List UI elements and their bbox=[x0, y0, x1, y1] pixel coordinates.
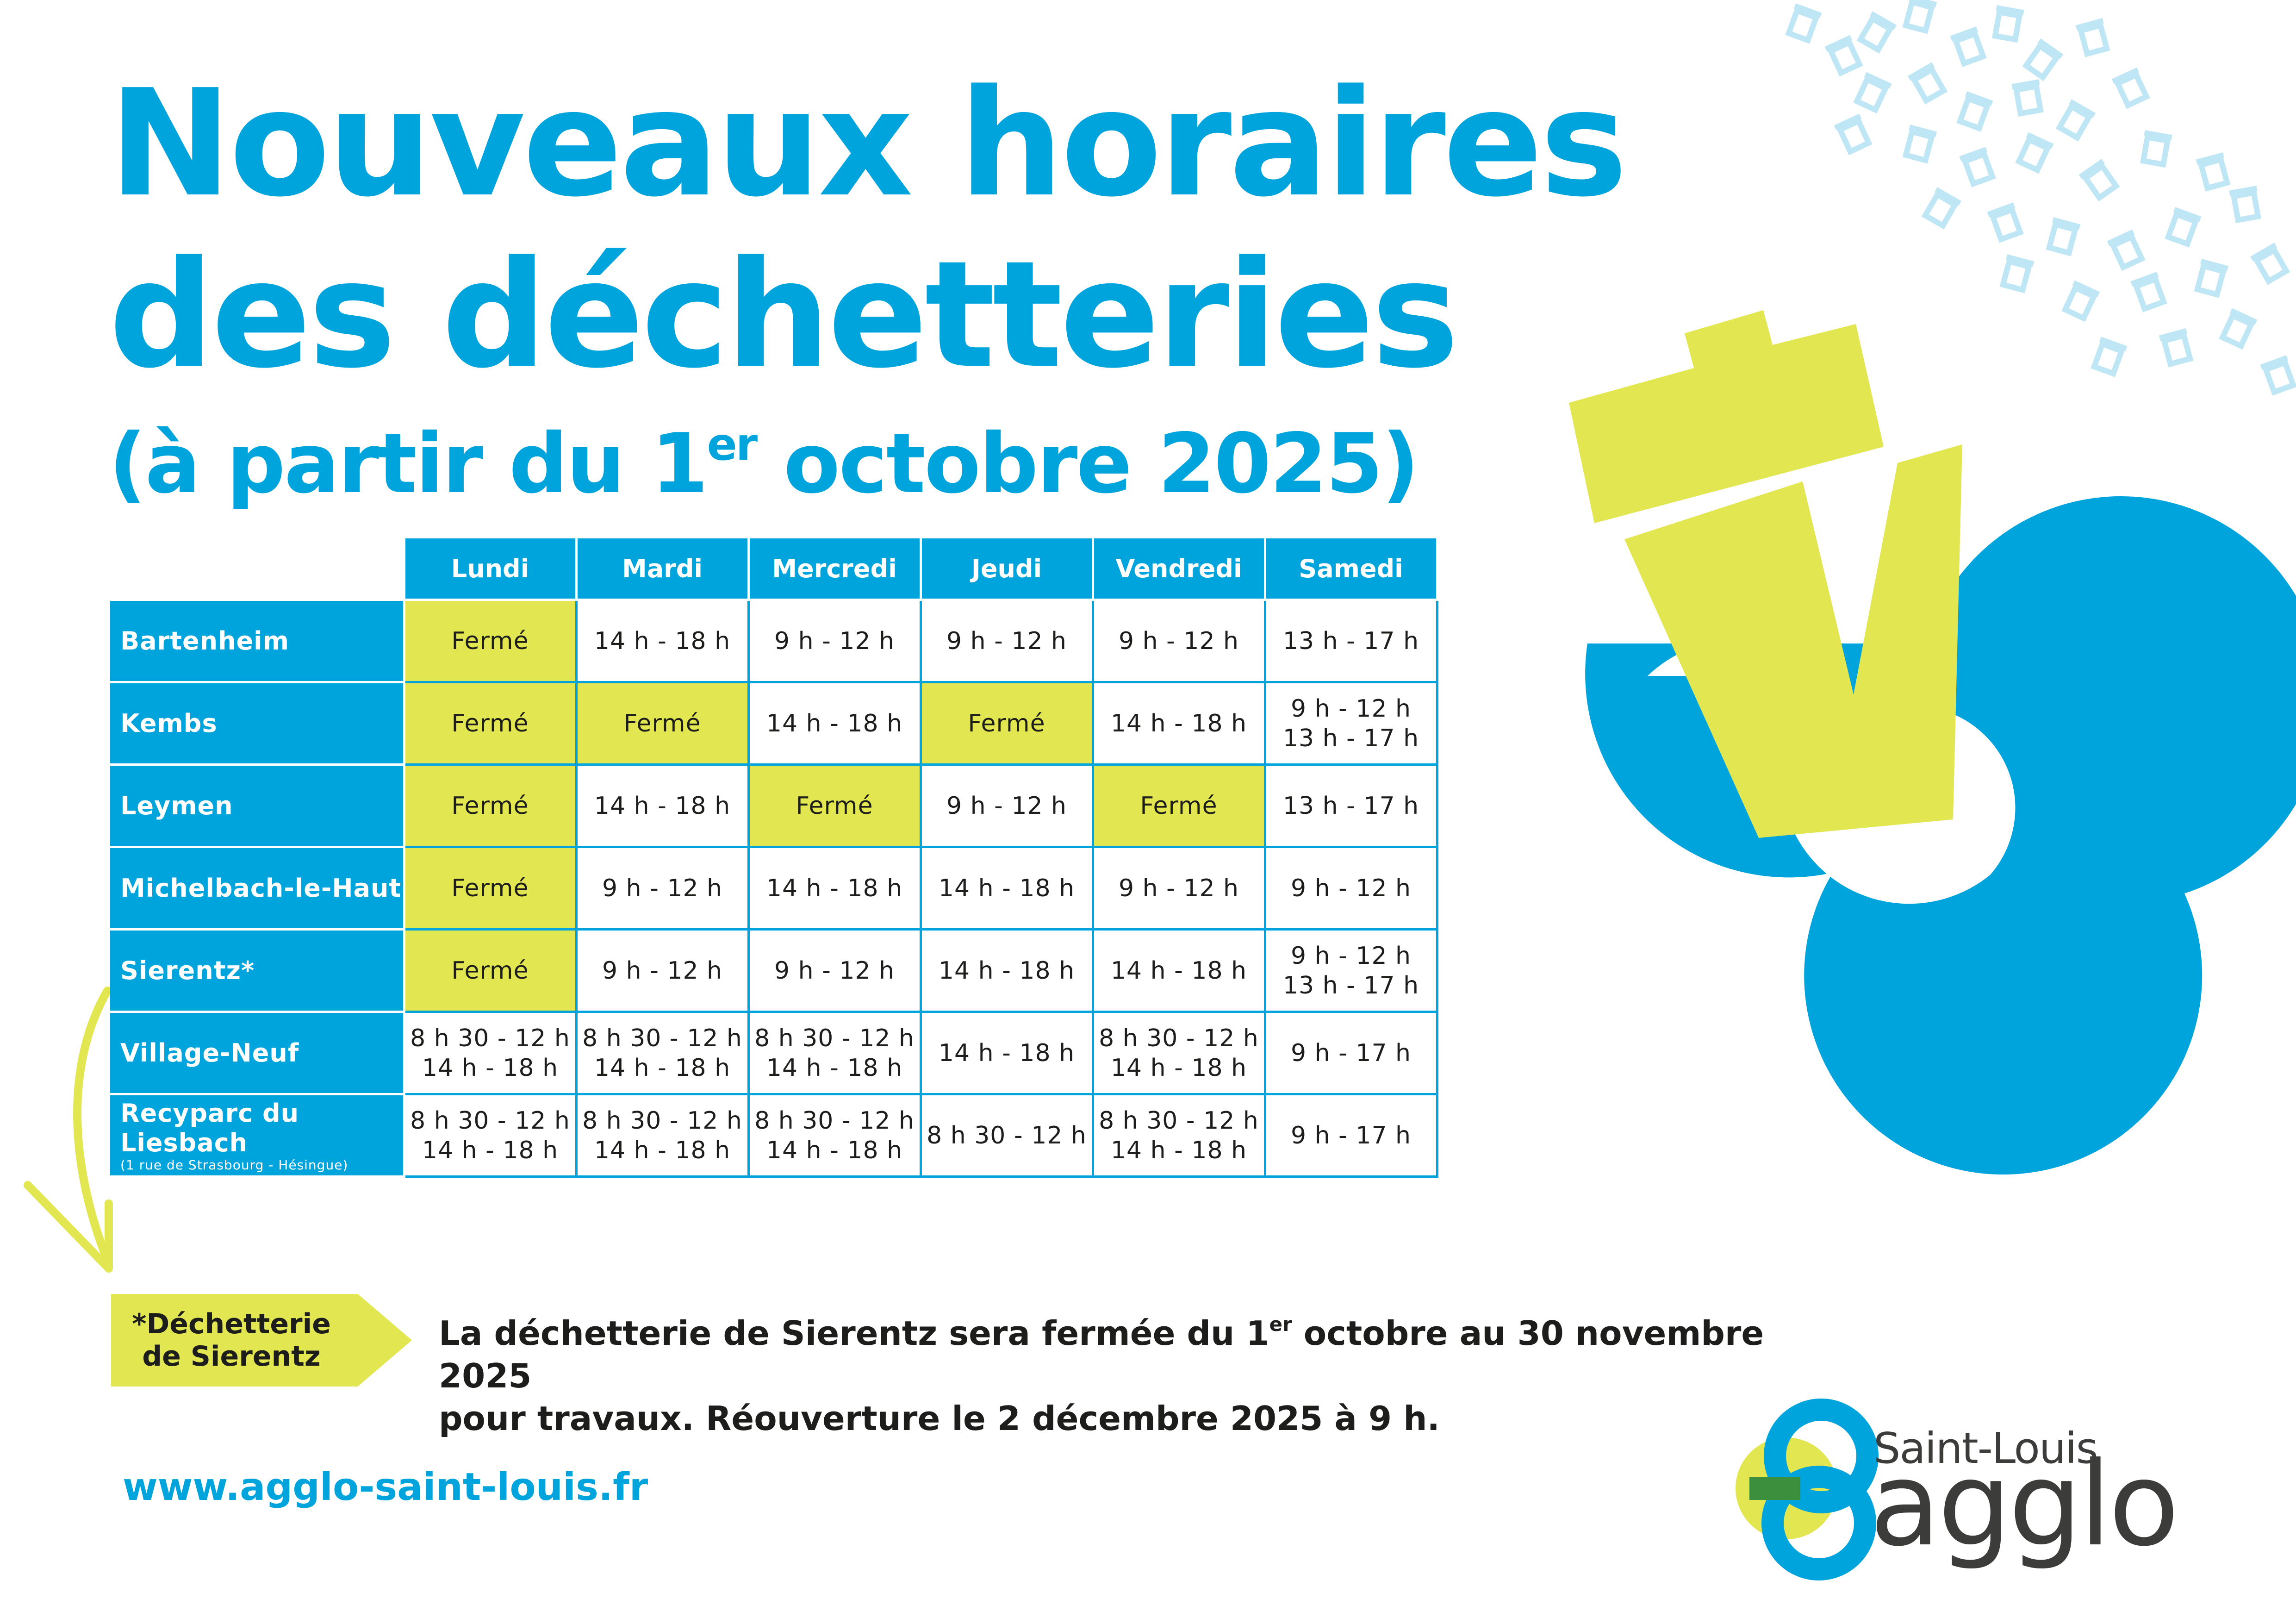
day-header: Vendredi bbox=[1091, 536, 1266, 601]
schedule-cell: 14 h - 18 h bbox=[1091, 928, 1266, 1013]
schedule-cell: 13 h - 17 h bbox=[1263, 763, 1438, 848]
schedule-cell: 9 h - 12 h 13 h - 17 h bbox=[1263, 681, 1438, 766]
table-row: Michelbach-le-Haut Fermé 9 h - 12 h 14 h - … bbox=[110, 846, 1438, 931]
day-header: Mardi bbox=[575, 536, 750, 601]
logo-line2: agglo bbox=[1870, 1437, 2179, 1572]
site-name: Village-Neuf bbox=[110, 1011, 405, 1095]
site-label: Recyparc du Liesbach bbox=[120, 1098, 299, 1157]
schedule-cell: 8 h 30 - 12 h 14 h - 18 h bbox=[575, 1011, 750, 1095]
schedule-cell: 8 h 30 - 12 h 14 h - 18 h bbox=[747, 1011, 922, 1095]
site-label: Kembs bbox=[120, 708, 218, 738]
logo-line1: Saint-Louis bbox=[1873, 1424, 2098, 1473]
schedule-cell: 8 h 30 - 12 h 14 h - 18 h bbox=[1091, 1093, 1266, 1178]
schedule-cell: 9 h - 12 h bbox=[919, 599, 1094, 683]
site-name: Michelbach-le-Haut bbox=[110, 846, 405, 931]
schedule-cell: 14 h - 18 h bbox=[747, 846, 922, 931]
schedule-cell: 9 h - 17 h bbox=[1263, 1093, 1438, 1178]
schedule-cell: 8 h 30 - 12 h 14 h - 18 h bbox=[403, 1093, 578, 1178]
schedule-cell: Fermé bbox=[403, 681, 578, 766]
arrow-down-icon bbox=[24, 987, 113, 1273]
day-header: Jeudi bbox=[919, 536, 1094, 601]
footnote-line1-suffix: octobre au 30 novembre 2025 bbox=[439, 1314, 1764, 1395]
schedule-cell: 9 h - 12 h 13 h - 17 h bbox=[1263, 928, 1438, 1013]
schedule-cell: 9 h - 12 h bbox=[575, 928, 750, 1013]
schedule-cell: Fermé bbox=[919, 681, 1094, 766]
site-name: Bartenheim bbox=[110, 599, 405, 683]
site-label: Leymen bbox=[120, 791, 233, 820]
site-name: Recyparc du Liesbach (1 rue de Strasbourg… bbox=[110, 1093, 405, 1178]
schedule-cell: Fermé bbox=[403, 763, 578, 848]
schedule-cell: 9 h - 12 h bbox=[919, 763, 1094, 848]
schedule-cell: 8 h 30 - 12 h bbox=[919, 1093, 1094, 1178]
schedule-cell: Fermé bbox=[747, 763, 922, 848]
schedule-table: Lundi Mardi Mercredi Jeudi Vendredi Samedi Ba… bbox=[110, 536, 1438, 1178]
page-title-line1: Nouveaux horaires bbox=[109, 58, 1628, 229]
footnote-tag-text: *Déchetterie de Sierentz bbox=[111, 1308, 352, 1373]
schedule-cell: 9 h - 12 h bbox=[575, 846, 750, 931]
footnote-line1-prefix: La déchetterie de Sierentz sera fermée d… bbox=[439, 1314, 1269, 1353]
site-name: Kembs bbox=[110, 681, 405, 766]
site-address: (1 rue de Strasbourg - Hésingue) bbox=[120, 1157, 348, 1173]
schedule-cell: 14 h - 18 h bbox=[919, 846, 1094, 931]
schedule-cell: 14 h - 18 h bbox=[919, 928, 1094, 1013]
footnote-tag-line2: de Sierentz bbox=[142, 1340, 321, 1373]
schedule-cell: 9 h - 12 h bbox=[1091, 599, 1266, 683]
footnote-line2: pour travaux. Réouverture le 2 décembre … bbox=[439, 1399, 1440, 1438]
website-link[interactable]: www.agglo-saint-louis.fr bbox=[123, 1465, 648, 1509]
day-header: Lundi bbox=[403, 536, 578, 601]
schedule-cell: 9 h - 17 h bbox=[1263, 1011, 1438, 1095]
site-name: Leymen bbox=[110, 763, 405, 848]
day-header: Mercredi bbox=[747, 536, 922, 601]
header-corner bbox=[110, 537, 404, 600]
schedule-cell: 14 h - 18 h bbox=[575, 763, 750, 848]
table-header-row: Lundi Mardi Mercredi Jeudi Vendredi Samedi bbox=[110, 536, 1438, 601]
site-label: Village-Neuf bbox=[120, 1038, 299, 1068]
schedule-cell: 9 h - 12 h bbox=[1263, 846, 1438, 931]
table-row: Leymen Fermé 14 h - 18 h Fermé 9 h - 12 h Fer… bbox=[110, 763, 1438, 848]
day-header: Samedi bbox=[1263, 536, 1438, 601]
subtitle-prefix: (à partir du 1 bbox=[109, 416, 709, 512]
schedule-cell: 14 h - 18 h bbox=[919, 1011, 1094, 1095]
schedule-cell: 8 h 30 - 12 h 14 h - 18 h bbox=[747, 1093, 922, 1178]
schedule-cell: 8 h 30 - 12 h 14 h - 18 h bbox=[1091, 1011, 1266, 1095]
footnote-tag-line1: *Déchetterie bbox=[132, 1308, 331, 1340]
footnote-text: La déchetterie de Sierentz sera fermée d… bbox=[439, 1303, 1781, 1440]
agglo-logo-mark-icon bbox=[1736, 1399, 1879, 1580]
subtitle-sup: er bbox=[707, 418, 758, 470]
page-subtitle: (à partir du 1er octobre 2025) bbox=[109, 396, 1419, 512]
site-label: Bartenheim bbox=[120, 626, 289, 656]
footnote-line1-sup: er bbox=[1269, 1313, 1292, 1336]
table-row: Kembs Fermé Fermé 14 h - 18 h Fermé 14 h - 18… bbox=[110, 681, 1438, 766]
site-label: Sierentz* bbox=[120, 956, 255, 985]
schedule-cell: Fermé bbox=[575, 681, 750, 766]
schedule-cell: Fermé bbox=[403, 928, 578, 1013]
footnote-line1: La déchetterie de Sierentz sera fermée d… bbox=[439, 1303, 1781, 1397]
schedule-cell: 9 h - 12 h bbox=[747, 599, 922, 683]
schedule-cell: Fermé bbox=[403, 599, 578, 683]
page-title-line2: des déchetteries bbox=[109, 229, 1459, 400]
schedule-cell: 14 h - 18 h bbox=[1091, 681, 1266, 766]
schedule-cell: 9 h - 12 h bbox=[1091, 846, 1266, 931]
schedule-cell: Fermé bbox=[1091, 763, 1266, 848]
trash-bin-confetti-icon bbox=[1785, 0, 2296, 396]
subtitle-suffix: octobre 2025) bbox=[756, 416, 1419, 512]
trash-bin-emblem-icon bbox=[1569, 310, 2296, 1175]
schedule-cell: 9 h - 12 h bbox=[747, 928, 922, 1013]
schedule-cell: 8 h 30 - 12 h 14 h - 18 h bbox=[403, 1011, 578, 1095]
schedule-cell: 13 h - 17 h bbox=[1263, 599, 1438, 683]
table-row: Recyparc du Liesbach (1 rue de Strasbourg… bbox=[110, 1093, 1438, 1178]
site-name: Sierentz* bbox=[110, 928, 405, 1013]
schedule-cell: 8 h 30 - 12 h 14 h - 18 h bbox=[575, 1093, 750, 1178]
schedule-cell: 14 h - 18 h bbox=[575, 599, 750, 683]
schedule-cell: Fermé bbox=[403, 846, 578, 931]
footnote-tag bbox=[111, 1294, 412, 1387]
site-label: Michelbach-le-Haut bbox=[120, 873, 402, 903]
schedule-cell: 14 h - 18 h bbox=[747, 681, 922, 766]
